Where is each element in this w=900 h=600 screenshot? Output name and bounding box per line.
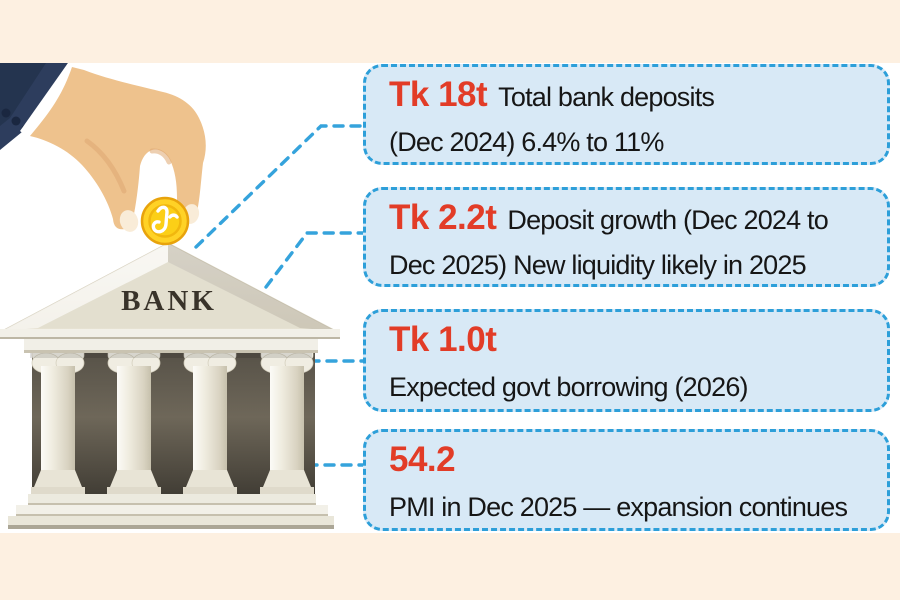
arm [0,63,206,232]
taka-coin [140,196,190,246]
suit-sleeve-shade [0,63,46,126]
callout-text-line2: (Dec 2024) 6.4% to 11% [389,127,664,157]
bank-architrave [24,338,318,352]
connector-line-2 [264,231,365,289]
callout-value: Tk 2.2t [389,198,497,237]
bank-sign-label: BANK [121,285,217,317]
callout-value: Tk 18t [389,75,488,114]
column-2 [107,349,161,497]
thumb-nail [119,210,139,232]
callout-text-line2: Expected govt borrowing (2026) [389,372,749,402]
taka-symbol-icon [151,205,179,234]
callout-govt-borrowing: Tk 1.0t Expected govt borrowing (2026) [363,309,890,412]
connector-lines [194,124,365,467]
hand [30,67,206,230]
hand-shading [84,138,172,194]
callout-text-line1: Deposit growth (Dec 2024 to [507,205,828,235]
bank-steps [8,494,334,529]
callout-value: Tk 1.0t [389,320,497,359]
callout-text-line2: Dec 2025) New liquidity likely in 2025 [389,250,807,280]
bank-interior-wall [32,352,315,497]
callout-pmi: 54.2 PMI in Dec 2025 — expansion continu… [363,429,890,531]
callout-value: 54.2 [389,440,456,479]
callout-total-deposits: Tk 18t Total bank deposits (Dec 2024) 6.4… [363,64,890,165]
column-4 [260,349,314,497]
callout-deposit-growth: Tk 2.2t Deposit growth (Dec 2024 to Dec 2… [363,187,890,287]
callout-text-line1: Total bank deposits [498,82,715,112]
bank-building [0,242,340,529]
connector-line-1 [194,124,365,249]
bank-pediment [0,242,340,339]
callout-text-line2: PMI in Dec 2025 — expansion continues [389,492,848,522]
